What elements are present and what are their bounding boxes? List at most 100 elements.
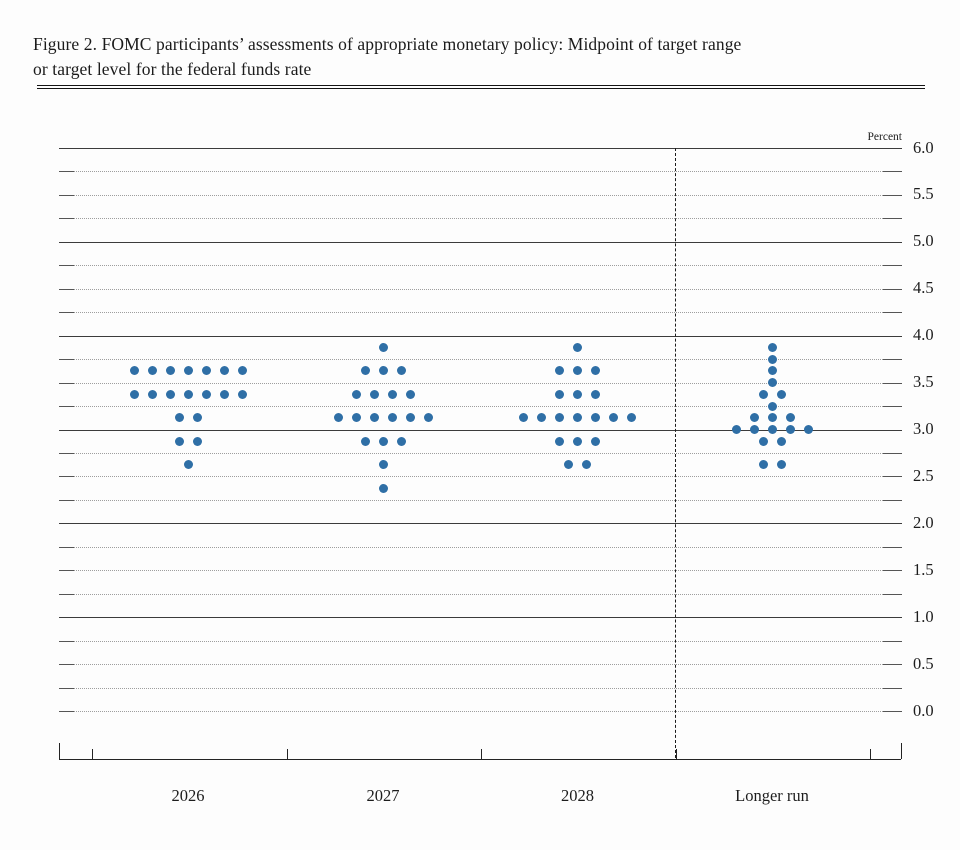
x-axis-label: 2027 <box>366 786 400 805</box>
projection-dot <box>423 413 433 423</box>
projection-dot <box>573 366 582 376</box>
figure-title-line-1: Figure 2. FOMC participants’ assessments… <box>33 34 742 54</box>
projection-dot <box>183 389 193 399</box>
y-axis-left-tick <box>59 664 74 666</box>
y-axis-label: 3.5 <box>913 372 934 392</box>
gridline-solid <box>59 523 902 525</box>
y-axis-right-tick <box>883 711 902 712</box>
gridline-dotted <box>74 499 883 501</box>
y-axis-left-tick <box>59 265 74 267</box>
y-axis-left-tick <box>59 382 74 384</box>
projection-dot <box>201 366 211 376</box>
projection-dot <box>360 366 370 376</box>
projection-dot <box>369 413 379 423</box>
projection-dot <box>174 413 184 423</box>
x-axis-tick <box>675 749 677 759</box>
projection-dot <box>378 436 388 446</box>
projection-dot <box>573 342 582 352</box>
projection-dot <box>785 425 795 434</box>
projection-dot <box>555 366 564 376</box>
projection-dot <box>609 413 618 423</box>
gridline-dotted <box>74 218 883 220</box>
gridline-solid <box>59 148 902 149</box>
projection-dot <box>192 436 202 446</box>
y-axis-label: 4.5 <box>913 278 934 298</box>
projection-dot <box>555 389 564 399</box>
y-axis-left-tick <box>59 499 74 501</box>
projection-dot <box>564 460 573 470</box>
title-rule <box>37 85 925 89</box>
y-axis-label: 0.0 <box>913 700 934 720</box>
projection-dot <box>219 389 229 399</box>
y-axis-right-tick <box>883 452 902 454</box>
y-axis-right-tick <box>883 570 902 572</box>
y-axis-right-tick <box>883 359 902 361</box>
projection-dot <box>147 366 157 376</box>
projection-dot <box>758 460 768 470</box>
y-axis-left-tick <box>59 711 74 712</box>
y-axis-label: 4.0 <box>913 325 934 345</box>
projection-dot <box>129 366 139 376</box>
projection-dot <box>165 366 175 376</box>
y-axis-left-tick <box>59 570 74 572</box>
y-axis-right-tick <box>883 476 902 478</box>
projection-dot <box>129 389 139 399</box>
y-axis-label: 3.0 <box>913 419 934 438</box>
gridline-dotted <box>74 711 883 712</box>
gridline-dotted <box>74 171 883 173</box>
y-axis-right-tick <box>883 194 902 196</box>
projection-dot <box>396 366 406 376</box>
projection-dot <box>387 413 397 423</box>
y-axis-right-tick <box>883 218 902 220</box>
y-axis-right-tick <box>883 312 902 314</box>
x-axis-label: 2028 <box>561 786 594 805</box>
y-axis-left-tick <box>59 452 74 454</box>
projection-dot <box>333 413 343 423</box>
y-axis-right-tick <box>883 546 902 548</box>
y-axis-right-tick <box>883 171 902 173</box>
gridline-dotted <box>74 406 883 408</box>
gridline-solid <box>59 617 902 619</box>
projection-dot <box>351 389 361 399</box>
projection-dot <box>555 413 564 423</box>
y-axis-label: 0.5 <box>913 653 934 673</box>
x-axis-tick <box>870 749 871 759</box>
projection-dot <box>519 413 528 423</box>
projection-dot <box>749 413 759 423</box>
y-axis-left-tick <box>59 312 74 314</box>
projection-dot <box>776 460 786 470</box>
gridline-dotted <box>74 312 883 314</box>
y-axis-right-tick <box>883 265 902 267</box>
y-axis-label: 2.0 <box>913 512 934 532</box>
gridline-dotted <box>74 546 883 548</box>
gridline-dotted <box>74 359 883 361</box>
figure-title: Figure 2. FOMC participants’ assessments… <box>33 32 933 82</box>
projection-dot <box>758 436 768 446</box>
x-axis-line <box>59 758 901 760</box>
projection-dot <box>351 413 361 423</box>
projection-dot <box>387 389 397 399</box>
y-axis-left-tick <box>59 194 74 196</box>
projection-dot <box>767 354 777 364</box>
projection-dot <box>731 425 741 434</box>
x-axis-end-bracket <box>59 742 60 759</box>
y-axis-left-tick <box>59 359 74 361</box>
x-axis-label: 2026 <box>171 786 205 805</box>
y-axis-label: 5.0 <box>913 231 934 251</box>
projection-dot <box>749 425 759 434</box>
x-axis-tick <box>91 749 93 759</box>
projection-dot <box>237 389 247 399</box>
y-axis-right-tick <box>883 288 902 290</box>
projection-dot <box>573 389 582 399</box>
y-axis-left-tick <box>59 687 74 689</box>
projection-dot <box>758 389 768 399</box>
y-axis-right-tick <box>883 382 902 384</box>
y-axis-right-tick <box>883 664 902 666</box>
projection-dot <box>183 366 193 376</box>
y-axis-label: 6.0 <box>913 137 934 157</box>
projection-dot <box>767 378 777 388</box>
projection-dot <box>405 389 415 399</box>
projection-dot <box>591 413 600 423</box>
projection-dot <box>201 389 211 399</box>
projection-dot <box>378 460 388 470</box>
